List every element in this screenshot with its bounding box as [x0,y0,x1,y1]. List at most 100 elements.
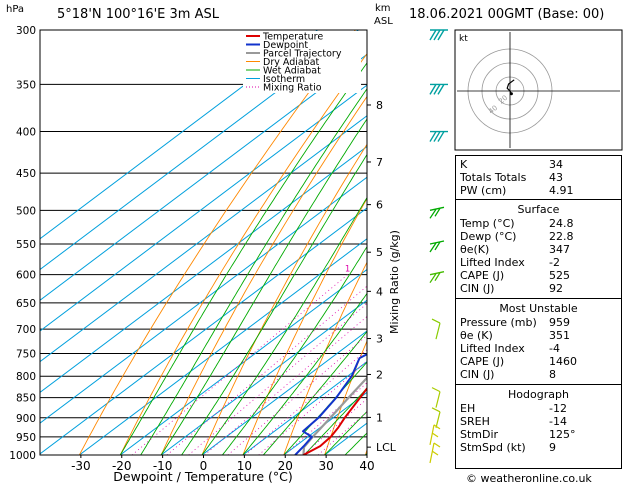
dry-adiabat-line [160,95,367,455]
height-tick-label: 8 [376,99,383,112]
isotherm-line [40,30,318,240]
wet-adiabat-line [262,330,367,455]
wind-barb-stroke [429,424,441,446]
pressure-tick-label: 650 [16,298,36,310]
wind-barb-stroke [429,83,448,95]
surface-row-lifted-index: Lifted Index -2 [460,256,560,269]
wind-barb-icon [431,407,441,428]
isotherm-line [160,299,367,455]
pressure-tick-label: 450 [16,168,36,180]
x-axis-tick-label: 0 [200,459,208,473]
isotherm-line [40,84,367,332]
wind-barb-icon [429,29,448,41]
wind-barb-stroke [429,442,441,464]
panel-divider [456,298,621,299]
isotherm-line [40,207,367,455]
legend-item-label: Isotherm [263,74,305,85]
isotherm-line [201,330,367,455]
mixing-ratio-line [188,303,367,455]
indices-panel: K 34 Totals Totals 43 PW (cm) 4.91 Surface … [455,155,622,469]
x-axis-tick-label: 40 [359,459,374,473]
mixing-ratio-axis-title: Mixing Ratio (g/kg) [388,230,401,334]
wind-barb-icon [429,240,445,253]
isotherm-line [79,238,367,455]
hodograph-storm-marker [509,92,513,96]
mu-row-cape: CAPE (J) 1460 [460,355,577,368]
wind-barb-icon [429,442,441,464]
height-tick-label: 4 [376,285,383,298]
legend-item-label: Dry Adiabat [263,57,320,68]
hodo-row-eh: EH -12 [460,402,567,415]
legend-item-label: Mixing Ratio [263,83,322,94]
wet-adiabat-line [222,245,367,455]
pressure-tick-label: 300 [16,25,36,37]
hodograph-frame [454,29,623,151]
isotherm-line [242,361,367,455]
km-unit-label: km [375,3,391,14]
isotherm-line [40,30,359,271]
pressure-tick-label: 350 [16,79,36,91]
dewpoint-profile-line [294,353,367,455]
legend-item-label: Dewpoint [263,40,308,51]
dry-adiabat-line [283,261,367,455]
hpa-unit-label: hPa [6,4,25,15]
isotherm-line [40,115,367,363]
mu-row-lifted-index: Lifted Index -4 [460,342,560,355]
wind-barb-stroke [431,318,441,340]
panel-divider [456,199,621,200]
wind-barb-stroke [429,29,448,41]
copyright-footer: © weatheronline.co.uk [466,472,592,485]
wind-barb-stroke [429,206,445,219]
wind-barb-icon [431,387,441,408]
legend-item-label: Temperature [262,32,323,43]
x-axis-tick-label: -10 [153,459,173,473]
surface-row-theta-e: θe(K) 347 [460,243,570,256]
wind-barb-stroke [429,130,448,142]
wet-adiabat-line [140,88,367,455]
wet-adiabat-line [242,292,367,455]
height-tick-label: LCL [376,441,397,454]
index-row-pw: PW (cm) 4.91 [460,184,574,197]
surface-section-title: Surface [517,203,560,216]
hodograph-ring-label: 20 [497,94,509,106]
mixing-ratio-line [284,382,367,455]
pressure-tick-label: 600 [16,270,36,282]
mixing-ratio-line [244,349,367,455]
pressure-tick-label: 500 [16,205,36,217]
height-tick-label: 3 [376,333,383,346]
height-tick-label: 1 [376,411,383,424]
surface-row-cin: CIN (J) 92 [460,282,563,295]
dry-adiabat-line [119,52,367,455]
pressure-tick-label: 900 [16,413,36,425]
wind-barb-icon [429,271,445,284]
legend-item-label: Wet Adiabat [263,66,321,77]
x-axis-tick-label: -20 [112,459,132,473]
mixing-ratio-line [302,398,367,455]
temperature-profile-line [302,386,367,455]
isotherm-line [40,176,367,424]
wet-adiabat-line [160,118,367,455]
isotherm-line [119,268,367,455]
wind-barb-stroke [429,240,445,253]
index-row-totals: Totals Totals 43 [460,171,563,184]
parcel-trajectory-line [302,376,367,455]
dry-adiabat-line [242,197,367,455]
hodograph-section-title: Hodograph [508,388,569,401]
hodograph-trace [506,79,515,95]
pressure-tick-label: 950 [16,432,36,444]
index-row-k: K 34 [460,158,563,171]
wind-barb-icon [429,83,448,95]
mixing-ratio-tick-label: 1 [345,265,350,275]
surface-row-dewp: Dewp (°C) 22.8 [460,230,574,243]
asl-unit-label: ASL [374,16,393,27]
isotherm-line [40,53,367,301]
mixing-ratio-line [204,315,367,455]
hodo-row-sreh: SREH -14 [460,415,567,428]
height-tick-label: 2 [376,368,383,381]
forecast-datetime: 18.06.2021 00GMT (Base: 00) [409,7,605,22]
pressure-tick-label: 850 [16,393,36,405]
hodograph-ring-label: 40 [487,104,499,116]
pressure-tick-label: 800 [16,371,36,383]
dry-adiabat-line [201,143,367,455]
